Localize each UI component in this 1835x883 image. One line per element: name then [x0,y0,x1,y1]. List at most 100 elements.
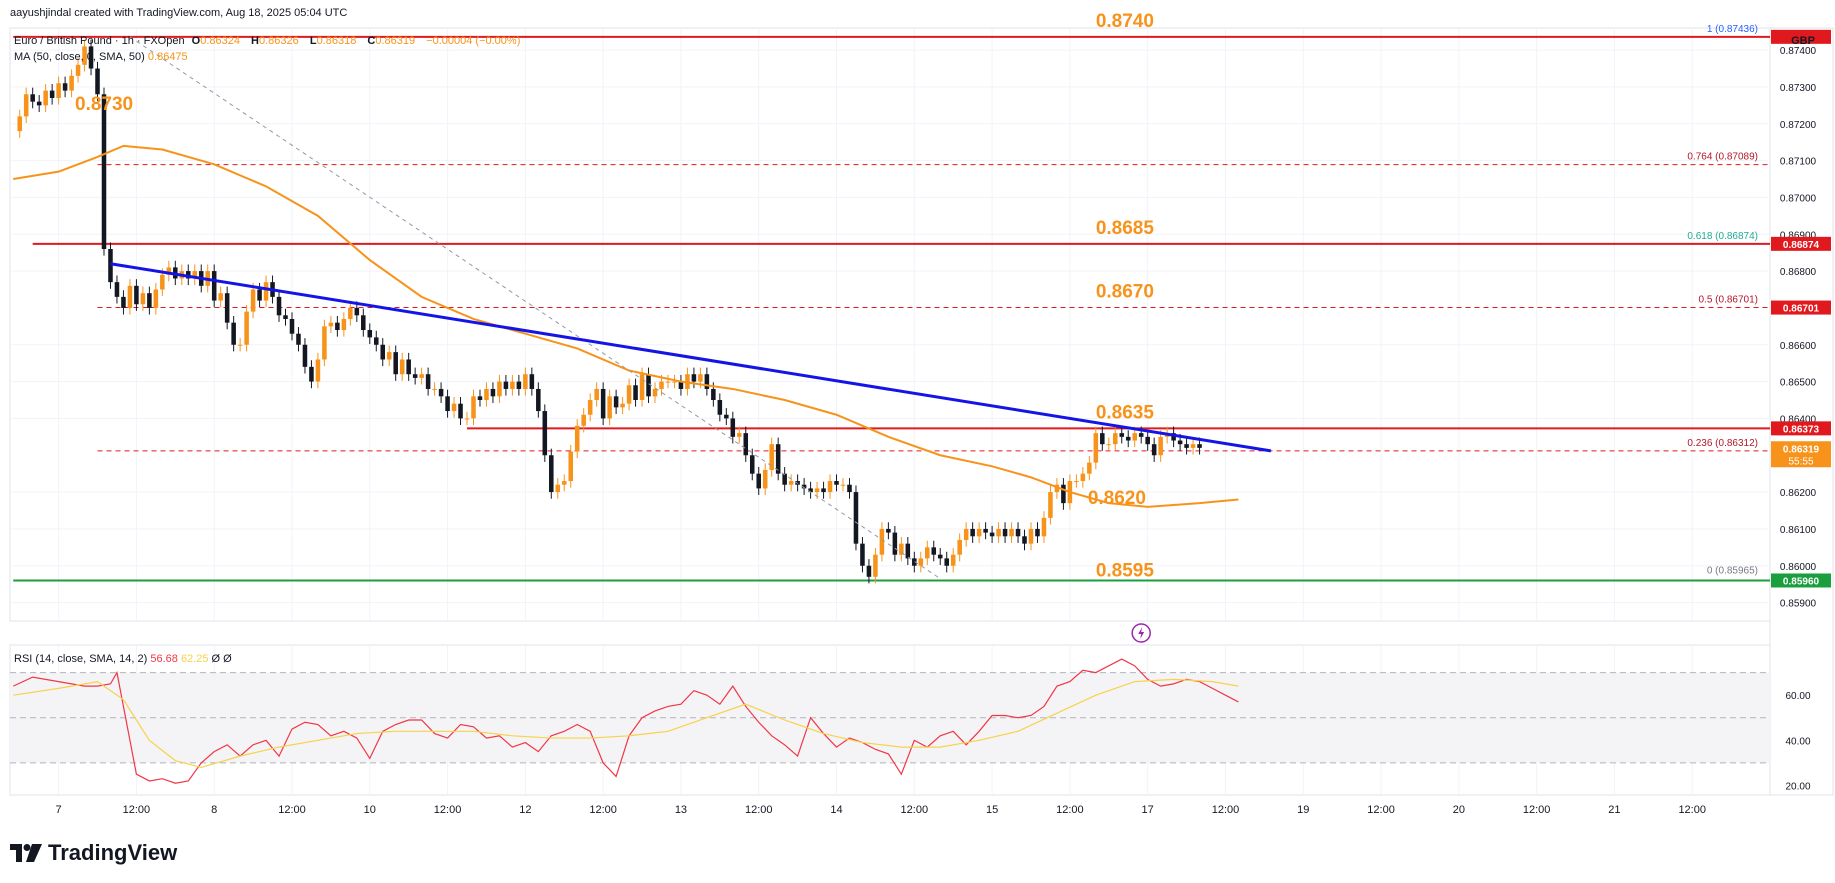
candle-body [834,481,839,485]
candle-body [315,359,321,382]
candle-body [555,484,561,493]
price-tag [1771,441,1831,468]
candle-body [484,388,489,401]
candle-body [23,94,29,117]
candle-body [237,344,243,346]
candle-body [620,403,625,408]
candle-body [211,271,217,301]
candle-body [147,293,152,308]
candle-body [827,481,833,493]
candle-body [594,388,599,401]
candle-body [769,444,774,470]
candle-body [549,455,554,493]
y-tick-label: 0.87300 [1780,83,1817,94]
x-tick-label: 12:00 [1056,804,1084,816]
candle-body [250,289,256,312]
attribution: aayushjindal created with TradingView.co… [10,7,348,19]
candle-body [1015,528,1021,537]
candle-body [69,75,74,91]
candle-body [1002,528,1008,537]
candle-body [458,403,463,419]
main-panel [9,27,1771,622]
candle-body [989,532,995,537]
y-tick-label: 0.86600 [1780,341,1817,352]
tradingview-logo-icon [10,844,42,862]
candle-body [1100,433,1105,445]
x-tick-label: 19 [1297,804,1309,816]
x-tick-label: 12:00 [1212,804,1240,816]
rsi-extra-1: Ø [211,653,221,665]
rsi-tick-label: 60.00 [1785,691,1810,702]
candle-body [367,330,373,338]
candle-body [82,46,87,65]
candle-body [160,274,165,290]
rsi-value: 56.68 [150,653,178,665]
candle-body [931,547,937,555]
candle-body [762,469,768,489]
candle-body [419,374,424,378]
candle-body [516,381,522,389]
candle-body [724,414,729,419]
fib-label: 0.764 (0.87089) [1687,152,1758,163]
candle-body [296,333,301,345]
candle-body [886,528,891,533]
y-tick-label: 0.86400 [1780,414,1817,425]
candle-body [847,484,852,493]
low-value: 0.86318 [316,35,357,47]
price-tag-text: 0.85960 [1783,576,1820,587]
candle-body [166,267,172,275]
x-tick-label: 12:00 [1523,804,1551,816]
candle-body [743,433,749,456]
x-tick-label: 17 [1142,804,1154,816]
candle-body [244,311,249,345]
currency-label[interactable]: GBP [1791,35,1815,47]
rsi-legend[interactable]: RSI (14, close, SMA, 14, 2) 56.68 62.25 … [14,653,232,665]
candle-body [140,293,146,305]
symbol-label[interactable]: Euro / British Pound · 1h · FXOpen [14,35,185,47]
lightning-glyph [1138,627,1145,639]
candle-body [283,315,288,319]
high-label: H [251,35,259,47]
candle-body [652,388,658,397]
ma-value: 0.86475 [147,51,188,63]
ohlc-legend: Euro / British Pound · 1h · FXOpen O0.86… [14,35,524,47]
candle-body [309,366,314,382]
logo-text: TradingView [48,840,178,865]
candle-body [918,558,924,566]
candle-body [134,285,139,305]
candle-body [289,318,295,334]
candle-body [600,388,606,419]
candle-body [808,488,813,493]
rsi-ma-line [13,678,1239,769]
price-tag-text: 0.86319 [1783,444,1820,455]
ma-label: MA (50, close, 0, SMA, 50) [14,51,145,63]
candle-body [1041,517,1047,537]
candle-body [561,481,567,485]
candle-body [386,352,392,360]
candle-body [1197,444,1202,448]
candle-body [1022,536,1027,544]
candle-body [1035,528,1040,537]
candle-body [756,473,761,489]
candle-body [821,488,826,493]
candle-body [665,381,671,383]
y-tick-label: 0.87400 [1780,46,1817,57]
price-tag-top [1771,29,1831,44]
candle-body [302,344,308,367]
candle-body [399,359,405,375]
fib-diagonal [129,36,941,580]
level-label: 0.8635 [1096,402,1155,423]
candle-body [639,374,645,401]
candle-body [879,528,885,555]
candle-body [425,374,431,389]
price-tag-text: 0.86874 [1783,240,1820,251]
candle-body [153,289,159,308]
rsi-ma-value: 62.25 [180,653,209,665]
tradingview-logo[interactable]: TradingView [10,840,177,866]
candle-body [477,396,483,401]
candle-body [801,484,807,489]
ma-legend[interactable]: MA (50, close, 0, SMA, 50) 0.86475 [14,51,188,63]
candle-body [1048,492,1053,518]
y-tick-label: 0.85900 [1780,599,1817,610]
